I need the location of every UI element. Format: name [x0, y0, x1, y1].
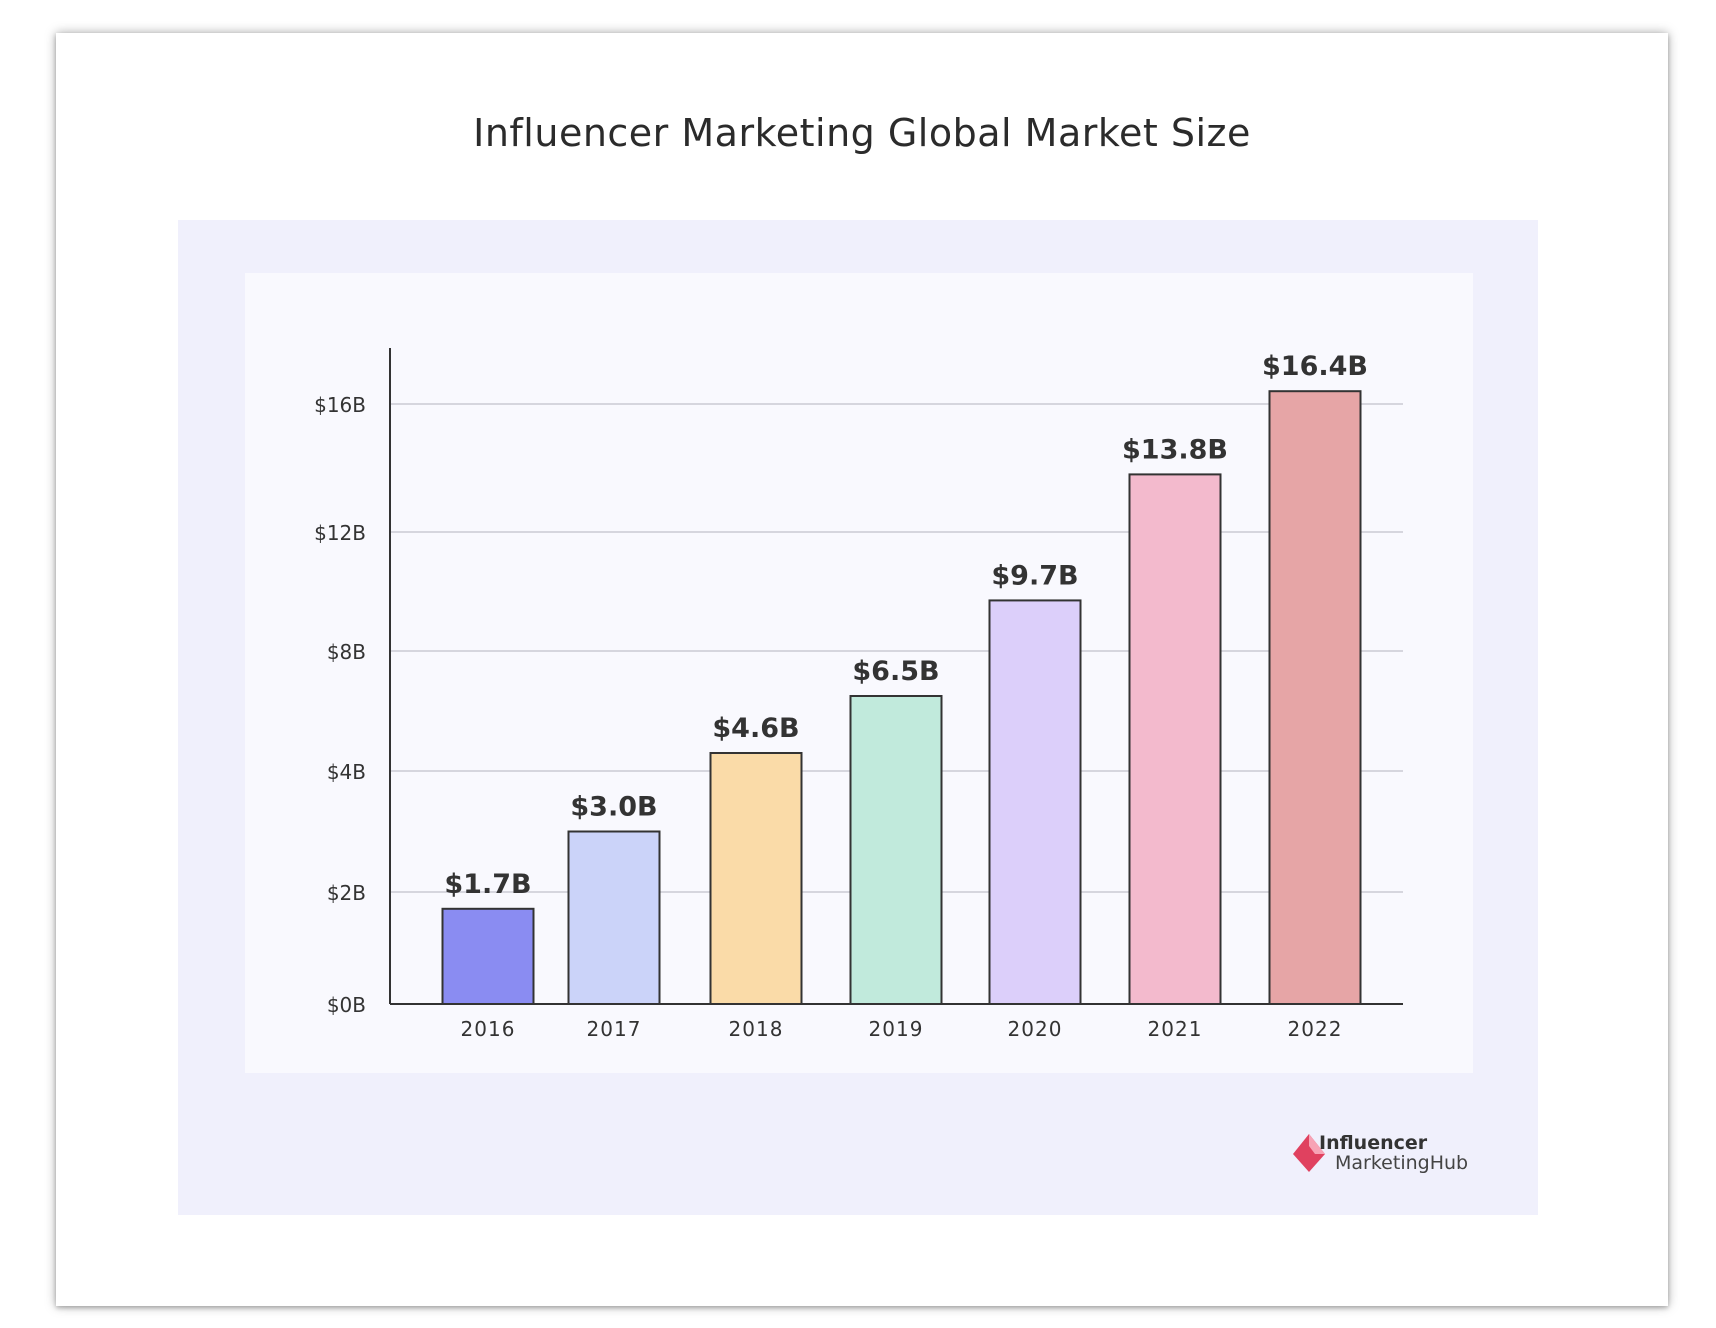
chart-card: Influencer Marketing Global Market Size … [56, 33, 1668, 1306]
y-tick-label: $12B [314, 521, 366, 545]
data-label: $9.7B [991, 560, 1078, 591]
y-tick-label: $8B [327, 640, 366, 664]
plot-area-panel: $0B $2B $4B $8B $12B $16B $1.7B 2016 $3.0B 2017 $4… [245, 273, 1473, 1073]
chart-background-panel: $0B $2B $4B $8B $12B $16B $1.7B 2016 $3.0B 2017 $4… [178, 220, 1538, 1215]
data-label: $4.6B [712, 713, 799, 744]
chart-title: Influencer Marketing Global Market Size [473, 111, 1251, 155]
y-tick-label: $2B [327, 881, 366, 905]
bar [849, 695, 943, 1005]
data-label: $13.8B [1122, 434, 1228, 465]
y-tick-label: $4B [327, 760, 366, 784]
data-label: $16.4B [1262, 351, 1368, 382]
bar [1128, 473, 1222, 1005]
brand-logo-line2: MarketingHub [1335, 1152, 1469, 1174]
bar [988, 599, 1082, 1005]
brand-logo-icon [1293, 1134, 1325, 1172]
data-label: $3.0B [570, 792, 657, 823]
x-tick-label: 2021 [1148, 1017, 1203, 1041]
brand-logo-line1: Influencer [1319, 1132, 1428, 1154]
bar [709, 752, 803, 1005]
bar [441, 907, 535, 1005]
x-tick-label: 2019 [869, 1017, 924, 1041]
brand-logo: Influencer MarketingHub [1293, 1132, 1493, 1180]
x-tick-label: 2022 [1288, 1017, 1343, 1041]
data-label: $6.5B [852, 656, 939, 687]
y-tick-label: $0B [327, 993, 366, 1017]
data-label: $1.7B [444, 869, 531, 900]
y-tick-label: $16B [314, 393, 366, 417]
bar-chart: $0B $2B $4B $8B $12B $16B $1.7B 2016 $3.0B 2017 $4… [314, 348, 1403, 1041]
x-tick-label: 2016 [461, 1017, 516, 1041]
bar [567, 830, 661, 1005]
x-tick-label: 2017 [587, 1017, 642, 1041]
bar [1268, 390, 1362, 1005]
x-tick-label: 2020 [1008, 1017, 1063, 1041]
x-tick-label: 2018 [729, 1017, 784, 1041]
